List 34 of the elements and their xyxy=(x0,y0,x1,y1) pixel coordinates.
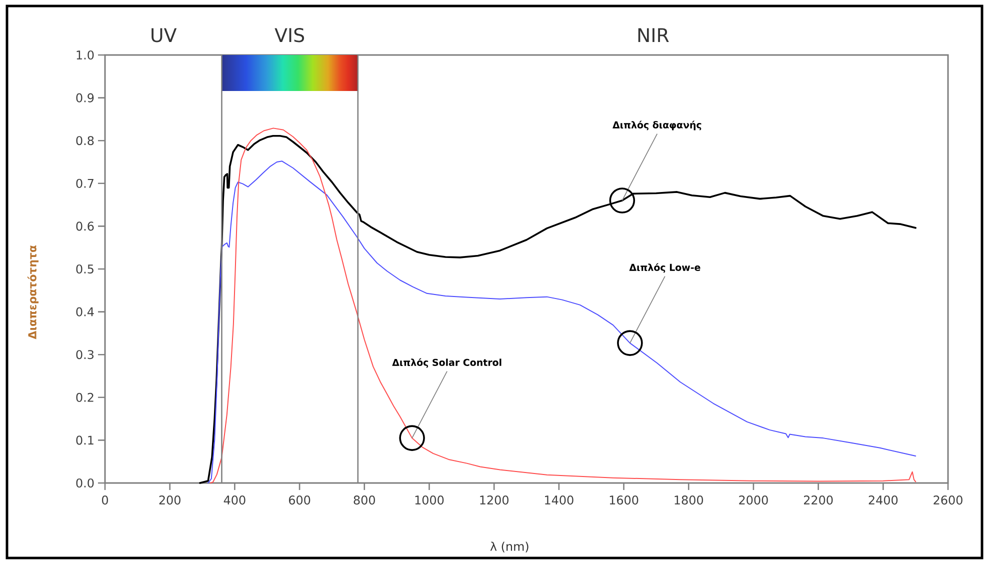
y-tick-label: 1.0 xyxy=(76,50,94,60)
x-tick-label: 2000 xyxy=(739,496,768,505)
x-tick-label: 400 xyxy=(224,496,246,505)
x-tick-label: 2400 xyxy=(868,496,898,505)
x-tick-label: 1800 xyxy=(674,496,704,505)
y-tick-label: 0.8 xyxy=(76,136,94,146)
annotation: Διπλός Low-e xyxy=(629,263,700,273)
y-tick-label: 0.7 xyxy=(76,178,94,188)
x-tick-label: 200 xyxy=(159,496,180,505)
y-tick-label: 0.9 xyxy=(76,93,94,102)
y-tick-label: 0.1 xyxy=(76,436,94,445)
x-axis-title: λ (nm) xyxy=(490,542,528,552)
y-tick-label: 0.3 xyxy=(76,350,94,360)
text: UV xyxy=(152,28,177,42)
y-tick-label: 0.2 xyxy=(76,392,94,402)
annotation: Διπλός διαφανής xyxy=(612,120,702,130)
x-tick-label: 0 xyxy=(102,496,108,505)
y-axis-title: Διαπερατότητα xyxy=(27,245,39,340)
text: NIR xyxy=(638,28,669,42)
y-tick-label: 0.4 xyxy=(76,307,94,316)
x-tick-label: 2600 xyxy=(934,496,962,505)
x-tick-label: 2200 xyxy=(804,496,833,505)
band-label: VIS xyxy=(274,28,304,42)
x-tick-label: 1200 xyxy=(480,496,508,505)
x-tick-label: 1000 xyxy=(415,496,444,505)
y-tick-label: 0.0 xyxy=(76,478,94,488)
x-tick-label: 600 xyxy=(288,496,310,505)
annotation: Διπλός Solar Control xyxy=(392,358,502,368)
x-tick-label: 1600 xyxy=(610,496,638,505)
x-tick-label: 1400 xyxy=(545,496,574,505)
y-tick-label: 0.6 xyxy=(76,222,94,231)
point xyxy=(609,188,636,214)
x-tick-label: 800 xyxy=(354,496,375,505)
y-tick-label: 0.5 xyxy=(76,264,94,274)
